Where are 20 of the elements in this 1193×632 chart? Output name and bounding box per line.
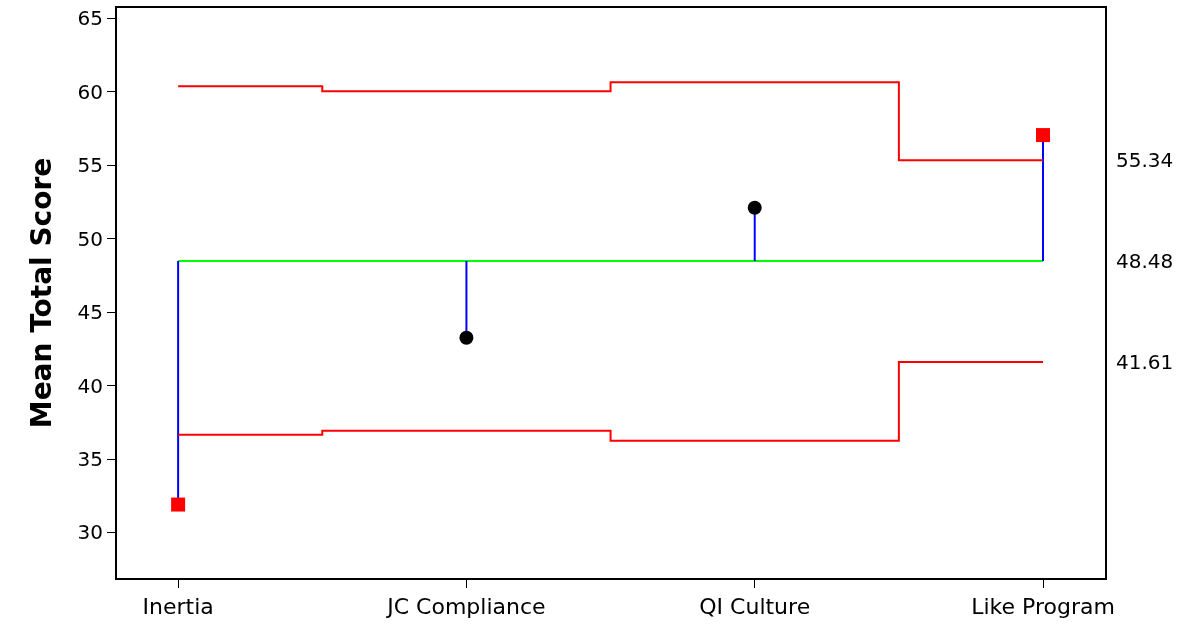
point	[747, 200, 762, 215]
y-tick-label: 45	[77, 300, 103, 325]
y-axis-title: Mean Total Score	[24, 157, 58, 429]
point	[1036, 128, 1051, 143]
y-tick-label: 50	[77, 226, 103, 251]
y2-tick-label: 48.48	[1116, 248, 1174, 273]
x-tick-label: Inertia	[142, 594, 214, 620]
y2-tick-label: 41.61	[1116, 349, 1174, 374]
y-tick-label: 55	[77, 153, 103, 178]
x-tick-label: Like Program	[971, 594, 1115, 620]
x-tick-label: QI Culture	[699, 594, 811, 620]
y-tick-label: 40	[77, 373, 103, 398]
point	[459, 330, 474, 345]
y-tick-label: 30	[77, 520, 103, 545]
y-tick-label: 65	[77, 6, 103, 31]
x-tick-label: JC Compliance	[385, 594, 546, 620]
y2-tick-label: 55.34	[1116, 148, 1174, 173]
point	[171, 497, 186, 512]
y-tick-label: 60	[77, 79, 103, 104]
y-tick-label: 35	[77, 447, 103, 472]
